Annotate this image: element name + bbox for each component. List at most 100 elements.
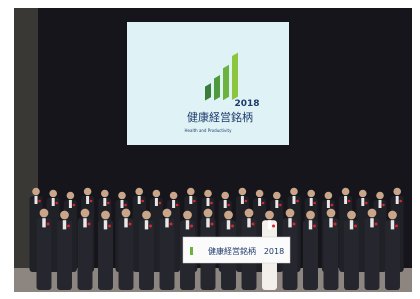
- head: [40, 209, 49, 218]
- head: [393, 188, 401, 196]
- body: [344, 220, 359, 290]
- head: [101, 190, 109, 198]
- shirt: [121, 200, 124, 208]
- badge: [190, 224, 193, 227]
- shirt: [224, 200, 227, 208]
- logo-bar: [232, 53, 238, 100]
- head: [306, 211, 315, 220]
- badge: [88, 222, 91, 225]
- head: [256, 190, 264, 198]
- shirt: [189, 196, 192, 204]
- shirt: [206, 218, 209, 227]
- shirt: [145, 220, 148, 229]
- badge: [108, 224, 111, 227]
- head: [183, 211, 192, 220]
- badge: [354, 224, 357, 227]
- badge: [231, 224, 234, 227]
- shirt: [227, 220, 230, 229]
- head: [81, 209, 90, 218]
- shirt: [310, 198, 313, 206]
- head: [325, 192, 333, 200]
- head: [286, 209, 295, 218]
- sign-logo: [190, 247, 193, 255]
- shirt: [293, 196, 296, 204]
- body: [57, 220, 72, 290]
- logo-bar: [223, 65, 229, 100]
- shirt: [329, 218, 332, 227]
- head: [32, 188, 40, 196]
- head: [342, 188, 350, 196]
- shirt: [83, 218, 86, 227]
- badge: [395, 224, 398, 227]
- shirt: [186, 220, 189, 229]
- badge: [279, 204, 282, 207]
- badge: [210, 202, 213, 205]
- shirt: [396, 196, 399, 204]
- shirt: [69, 200, 72, 208]
- badge: [375, 222, 378, 225]
- sign-title: 健康経営銘柄: [208, 246, 256, 256]
- photo: 2018 健康経営銘柄 Health and Productivity 健康経営…: [0, 0, 420, 299]
- badge: [245, 200, 248, 203]
- badge: [193, 200, 196, 203]
- head: [84, 188, 92, 196]
- shirt: [288, 218, 291, 227]
- head: [327, 209, 336, 218]
- shirt: [103, 198, 106, 206]
- badge: [170, 222, 173, 225]
- head: [204, 209, 213, 218]
- head: [135, 188, 143, 196]
- shirt: [35, 196, 38, 204]
- badge: [38, 200, 41, 203]
- badge: [313, 202, 316, 205]
- body: [324, 218, 339, 290]
- head: [187, 188, 195, 196]
- shirt: [172, 200, 175, 208]
- badge: [272, 224, 275, 227]
- page: 2018 健康経営銘柄 Health and Productivity 健康経営…: [0, 0, 420, 299]
- shirt: [258, 198, 261, 206]
- head: [265, 211, 274, 220]
- badge: [227, 204, 230, 207]
- shirt: [241, 196, 244, 204]
- shirt: [268, 220, 271, 229]
- head: [290, 188, 298, 196]
- badge: [348, 200, 351, 203]
- badge: [55, 202, 58, 205]
- shirt: [207, 198, 210, 206]
- head: [153, 190, 161, 198]
- badge: [262, 202, 265, 205]
- shirt: [124, 218, 127, 227]
- shirt: [344, 196, 347, 204]
- shirt: [42, 218, 45, 227]
- shirt: [370, 218, 373, 227]
- head: [122, 209, 131, 218]
- shirt: [104, 220, 107, 229]
- head: [239, 188, 247, 196]
- head: [388, 211, 397, 220]
- head: [170, 192, 178, 200]
- head: [204, 190, 212, 198]
- badge: [334, 222, 337, 225]
- screen: [127, 22, 289, 145]
- badge: [331, 204, 334, 207]
- head: [67, 192, 75, 200]
- head: [118, 192, 126, 200]
- body: [98, 220, 113, 290]
- badge: [73, 204, 76, 207]
- badge: [399, 200, 402, 203]
- screen-year: 2018: [234, 99, 259, 109]
- head: [49, 190, 57, 198]
- shirt: [327, 200, 330, 208]
- badge: [211, 222, 214, 225]
- shirt: [379, 200, 382, 208]
- badge: [90, 200, 93, 203]
- shirt: [138, 196, 141, 204]
- head: [273, 192, 281, 200]
- head: [221, 192, 229, 200]
- head: [307, 190, 315, 198]
- badge: [313, 224, 316, 227]
- body: [365, 218, 380, 290]
- shirt: [52, 198, 55, 206]
- head: [368, 209, 377, 218]
